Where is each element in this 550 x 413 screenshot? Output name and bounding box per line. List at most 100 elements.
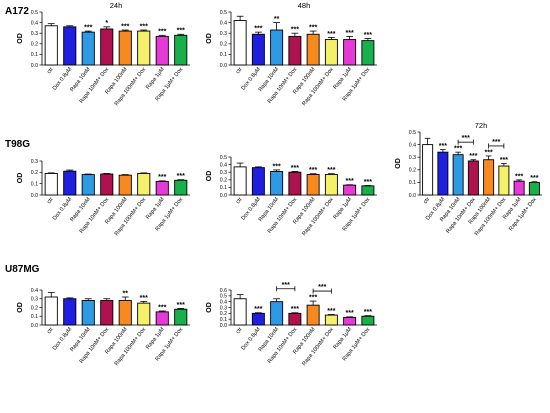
- bar: [324, 174, 338, 196]
- significance-label: ***: [140, 295, 148, 302]
- bar: [251, 33, 265, 66]
- significance-label: ***: [177, 173, 185, 180]
- y-tick-label: 0.5: [31, 10, 38, 16]
- y-tick-label: 0.6: [220, 288, 227, 294]
- significance-label: ***: [158, 304, 166, 311]
- y-tick-label: 0.0: [31, 323, 38, 329]
- bar: [81, 174, 95, 196]
- y-tick-label: 0.2: [31, 42, 38, 48]
- y-tick-label: 0.4: [220, 20, 227, 26]
- y-axis-label: OD: [17, 302, 24, 313]
- significance-label: **: [123, 290, 129, 297]
- comparison-label: ***: [318, 284, 326, 291]
- bar: [44, 296, 58, 326]
- y-axis-label: OD: [395, 158, 402, 169]
- significance-label: ***: [309, 294, 317, 301]
- bar: [288, 171, 302, 196]
- y-tick-label: 0.0: [31, 193, 38, 199]
- bar: [155, 180, 169, 196]
- bar: [361, 315, 375, 326]
- category-label: ctr: [46, 326, 55, 335]
- bar: [118, 300, 132, 326]
- bar: [81, 31, 95, 66]
- y-tick-label: 0.1: [31, 181, 38, 187]
- bar: [251, 312, 265, 326]
- y-tick-label: 0.5: [220, 294, 227, 300]
- significance-label: ***: [530, 175, 538, 182]
- bar: [63, 26, 77, 66]
- significance-label: ***: [327, 31, 335, 38]
- bar: [467, 160, 479, 196]
- significance-label: ***: [273, 163, 281, 170]
- panel-title: 48h: [298, 1, 311, 10]
- y-tick-label: 0.4: [31, 20, 38, 26]
- bar: [100, 173, 114, 196]
- y-tick-label: 0.3: [220, 305, 227, 311]
- significance-label: ***: [327, 167, 335, 174]
- bar: [288, 35, 302, 66]
- significance-label: ***: [364, 309, 372, 316]
- bar: [100, 28, 114, 66]
- significance-label: ***: [469, 153, 477, 160]
- y-tick-label: 0.0: [31, 63, 38, 69]
- y-tick-label: 0.1: [220, 317, 227, 323]
- bar: [422, 144, 434, 196]
- significance-label: *: [105, 20, 108, 27]
- category-label: ctr: [235, 66, 244, 75]
- bar: [174, 34, 188, 66]
- y-tick-label: 0.2: [220, 311, 227, 317]
- y-tick-label: 0.2: [31, 170, 38, 176]
- y-tick-label: 0.3: [220, 31, 227, 37]
- bar: [324, 314, 338, 326]
- y-axis-label: OD: [17, 33, 24, 44]
- comparison-label: ***: [282, 282, 290, 289]
- significance-label: ***: [500, 157, 508, 164]
- y-tick-label: 0.0: [220, 63, 227, 69]
- y-axis-label: OD: [17, 173, 24, 184]
- y-tick-label: 0.2: [31, 305, 38, 311]
- significance-label: ***: [346, 310, 354, 317]
- bar: [437, 151, 449, 196]
- y-tick-label: 0.3: [409, 155, 416, 161]
- comparison-label: ***: [462, 135, 470, 142]
- bar: [137, 30, 151, 66]
- bar: [528, 181, 540, 196]
- y-tick-label: 0.3: [31, 159, 38, 165]
- bar: [233, 166, 247, 196]
- bar: [288, 312, 302, 326]
- y-tick-label: 0.3: [31, 31, 38, 37]
- y-tick-label: 0.5: [409, 130, 416, 136]
- y-tick-label: 0.1: [220, 52, 227, 58]
- category-label: ctr: [235, 326, 244, 335]
- y-axis-label: OD: [206, 302, 213, 313]
- cell-line-label-t98g: T98G: [5, 139, 30, 150]
- significance-label: ***: [364, 32, 372, 39]
- bar: [100, 300, 114, 326]
- bar: [233, 298, 247, 326]
- y-tick-label: 0.4: [409, 142, 416, 148]
- category-label: ctr: [423, 196, 432, 205]
- significance-label: ***: [309, 24, 317, 31]
- significance-label: ***: [158, 29, 166, 36]
- y-tick-label: 0.2: [220, 178, 227, 184]
- panel-title: 24h: [110, 1, 123, 10]
- bar: [498, 165, 510, 196]
- bar: [137, 173, 151, 196]
- bar: [361, 185, 375, 196]
- significance-label: ***: [327, 308, 335, 315]
- bar: [63, 298, 77, 326]
- bar: [483, 159, 495, 196]
- significance-label: ***: [177, 28, 185, 35]
- bar: [44, 173, 58, 196]
- bar: [233, 20, 247, 66]
- comparison-label: ***: [492, 139, 500, 146]
- y-tick-label: 0.4: [31, 288, 38, 294]
